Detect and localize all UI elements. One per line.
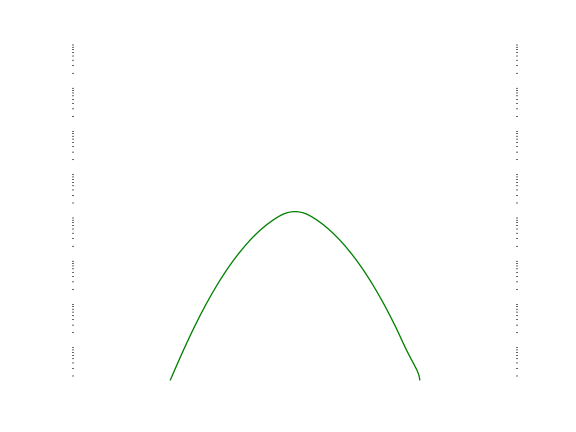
- left-axis-minor-ticks: [72, 44, 74, 377]
- series-line-0: [169, 211, 421, 381]
- series-layer: [169, 211, 421, 381]
- right-axis-minor-ticks: [516, 44, 518, 377]
